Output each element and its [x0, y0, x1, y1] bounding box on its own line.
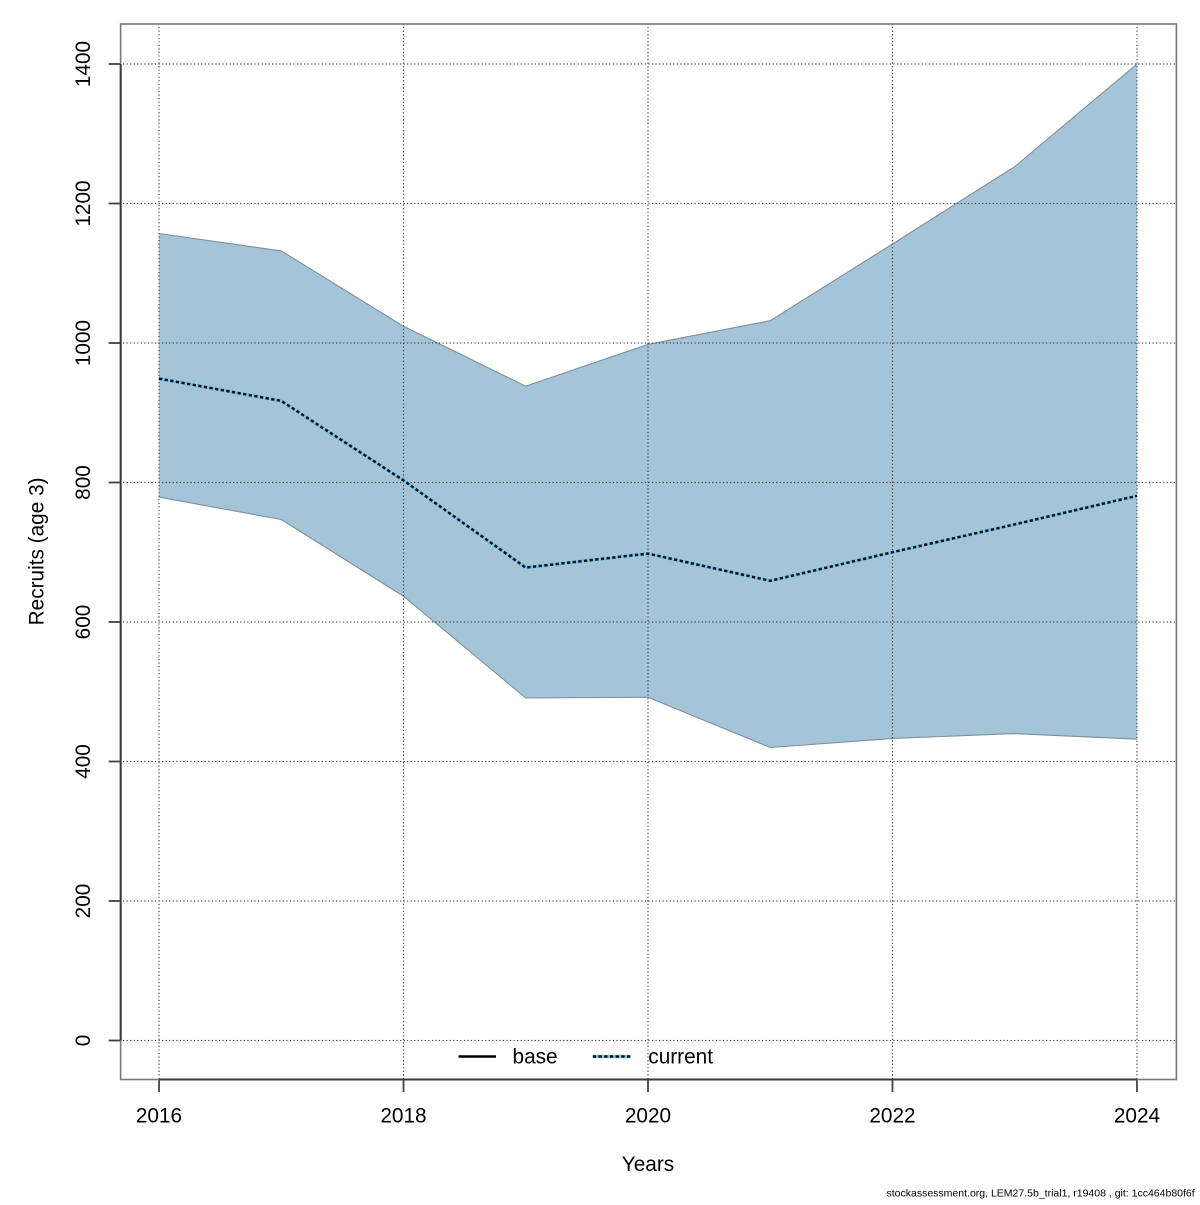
- svg-text:Years: Years: [622, 1153, 674, 1176]
- svg-text:stockassessment.org, LEM27.5b_: stockassessment.org, LEM27.5b_trial1, r1…: [887, 1188, 1195, 1200]
- svg-text:400: 400: [72, 744, 95, 779]
- svg-text:600: 600: [72, 605, 95, 640]
- svg-text:2024: 2024: [1114, 1105, 1160, 1128]
- svg-text:200: 200: [72, 884, 95, 919]
- svg-text:2018: 2018: [380, 1105, 426, 1128]
- svg-text:1000: 1000: [72, 320, 95, 366]
- svg-text:1200: 1200: [72, 180, 95, 226]
- svg-text:1400: 1400: [72, 41, 95, 87]
- svg-text:Recruits (age 3): Recruits (age 3): [25, 477, 48, 625]
- svg-text:base: base: [513, 1045, 558, 1068]
- svg-text:2020: 2020: [625, 1105, 671, 1128]
- svg-text:current: current: [648, 1045, 713, 1068]
- svg-text:2022: 2022: [869, 1105, 915, 1128]
- svg-text:800: 800: [72, 465, 95, 500]
- svg-text:2016: 2016: [136, 1105, 182, 1128]
- svg-text:0: 0: [72, 1035, 95, 1047]
